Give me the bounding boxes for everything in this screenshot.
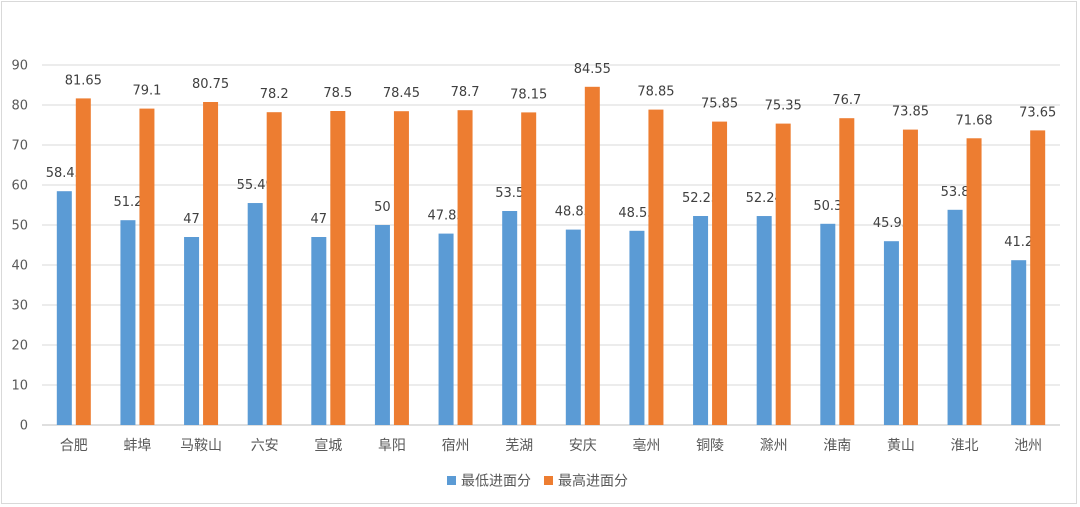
y-tick-label: 30 (11, 299, 28, 314)
bar-max-score (139, 108, 155, 425)
bar-max-score (902, 129, 918, 425)
bar-max-score (966, 138, 982, 425)
y-tick-label: 70 (11, 139, 28, 154)
data-label: 78.45 (383, 86, 420, 101)
x-category-label: 滁州 (760, 438, 788, 454)
x-category-label: 淮南 (823, 438, 851, 454)
bar-min-score (693, 216, 709, 425)
data-label: 45.95 (873, 216, 910, 231)
bar-min-score (438, 233, 454, 425)
bar-min-score (1011, 260, 1027, 425)
bar-min-score (120, 220, 136, 425)
x-category-label: 合肥 (60, 438, 88, 454)
bar-max-score (775, 123, 791, 425)
y-tick-label: 10 (11, 379, 28, 394)
data-label: 71.68 (955, 113, 992, 128)
x-category-label: 淮北 (951, 438, 979, 454)
bar-max-score (457, 110, 473, 425)
bar-max-score (839, 118, 855, 425)
data-label: 76.7 (832, 93, 861, 108)
bar-max-score (521, 112, 537, 426)
data-label: 75.35 (765, 99, 802, 114)
data-label: 53.5 (495, 186, 524, 201)
x-category-label: 安庆 (569, 438, 597, 454)
legend-swatch-min (447, 476, 456, 485)
legend-label: 最高进面分 (558, 473, 628, 490)
data-label: 53.8 (941, 185, 970, 200)
x-category-label: 阜阳 (378, 437, 406, 454)
bar-max-score (712, 121, 728, 425)
bar-min-score (947, 209, 963, 425)
legend-label: 最低进面分 (461, 474, 531, 490)
bar-max-score (584, 86, 600, 426)
data-label: 78.7 (451, 85, 480, 100)
bar-min-score (820, 223, 836, 425)
data-label: 50.3 (813, 199, 842, 214)
bar-max-score (330, 111, 346, 425)
y-tick-label: 60 (11, 179, 28, 194)
data-label: 55.49 (237, 178, 274, 193)
data-label: 73.85 (892, 105, 929, 120)
data-label: 51.2 (113, 195, 142, 210)
bar-max-score (648, 109, 664, 425)
bar-min-score (883, 241, 899, 425)
bar-min-score (756, 216, 772, 425)
bar-min-score (565, 229, 581, 425)
bar-min-score (502, 211, 518, 425)
y-tick-label: 80 (11, 99, 28, 114)
data-label: 80.75 (192, 77, 229, 92)
bar-min-score (56, 191, 72, 425)
data-label: 75.85 (701, 97, 738, 112)
bar-max-score (203, 102, 219, 425)
data-label: 81.65 (65, 73, 102, 88)
data-label: 41.2 (1004, 235, 1033, 250)
x-category-label: 池州 (1014, 438, 1042, 454)
data-label: 48.55 (618, 206, 655, 221)
bar-max-score (75, 98, 91, 426)
data-label: 79.1 (132, 84, 161, 99)
data-label: 78.5 (323, 86, 352, 101)
bar-max-score (1030, 130, 1046, 425)
bar-min-score (629, 230, 645, 425)
x-category-label: 宿州 (442, 437, 470, 454)
data-label: 78.2 (260, 87, 289, 102)
x-category-label: 黄山 (887, 437, 915, 454)
data-label: 84.55 (574, 62, 611, 77)
bar-min-score (311, 237, 327, 425)
x-category-label: 亳州 (632, 437, 660, 454)
x-category-label: 马鞍山 (180, 438, 222, 454)
data-label: 52.24 (746, 191, 783, 206)
x-category-label: 铜陵 (696, 438, 724, 454)
bar-min-score (184, 237, 200, 425)
y-tick-label: 50 (11, 219, 28, 234)
data-label: 58.45 (46, 166, 83, 181)
bar-min-score (374, 225, 390, 425)
bar-min-score (247, 203, 263, 425)
data-label: 78.15 (510, 87, 547, 102)
x-category-label: 六安 (251, 438, 279, 454)
data-label: 48.85 (555, 205, 592, 220)
data-label: 50 (374, 200, 391, 215)
y-tick-label: 0 (20, 419, 28, 434)
data-label: 52.25 (682, 191, 719, 206)
data-label: 47 (183, 212, 200, 227)
data-label: 47 (311, 212, 328, 227)
x-category-label: 芜湖 (505, 437, 533, 454)
y-tick-label: 90 (11, 59, 28, 74)
x-category-label: 宣城 (314, 438, 342, 454)
y-tick-label: 40 (11, 259, 28, 274)
bar-max-score (393, 111, 409, 425)
x-category-label: 蚌埠 (123, 437, 151, 454)
data-label: 73.65 (1019, 105, 1056, 120)
legend-swatch-max (544, 476, 553, 485)
data-label: 78.85 (637, 85, 674, 100)
data-label: 47.85 (427, 209, 464, 224)
bar-max-score (266, 112, 282, 425)
y-tick-label: 20 (11, 339, 28, 354)
